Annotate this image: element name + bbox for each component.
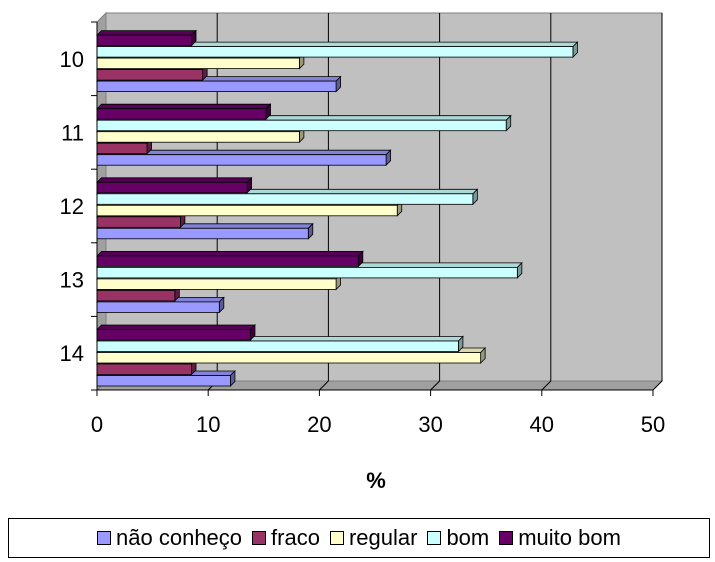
chart: 0 10 20 30 40 50 10 11 12 13 14 % [60, 11, 666, 493]
bar [96, 46, 574, 58]
legend-entry: não conheço [97, 525, 242, 551]
legend-swatch [97, 531, 112, 545]
x-tick-label: 30 [418, 412, 442, 437]
gridline-floor [430, 380, 440, 391]
legend-entry: regular [329, 525, 418, 551]
bar [96, 329, 251, 341]
bar [96, 340, 459, 352]
x-tick-label: 0 [91, 412, 103, 437]
legend-label: bom [446, 525, 490, 550]
x-tick-label: 20 [307, 412, 331, 437]
legend-label: fraco [271, 525, 320, 550]
bar [96, 181, 248, 194]
x-tick-label: 40 [530, 412, 554, 437]
tick-labels: 0 10 20 30 40 50 10 11 12 13 14 [60, 47, 666, 437]
bar [96, 375, 231, 387]
bar [96, 278, 337, 290]
bar [96, 57, 300, 69]
legend-entry: bom [427, 525, 489, 551]
x-tick-label: 50 [641, 412, 665, 437]
legend-swatch [499, 531, 514, 545]
bar [96, 301, 220, 313]
y-tick-label: 14 [60, 341, 84, 366]
bar [96, 154, 387, 166]
bar [96, 34, 192, 46]
gridline-floor [652, 380, 663, 391]
legend-label: não conheço [116, 525, 243, 550]
bar-top [96, 177, 253, 183]
legend-label: regular [348, 525, 418, 550]
legend-entry: fraco [252, 525, 320, 551]
y-tick-label: 11 [61, 120, 84, 145]
bar [96, 363, 192, 375]
legend-swatch [252, 531, 267, 545]
gridline-floor [319, 380, 329, 391]
legend-swatch [329, 531, 344, 545]
legend: não conheço fraco regular bom muito bom [8, 518, 710, 558]
axes [91, 21, 654, 396]
legend-entry: muito bom [499, 525, 621, 551]
bar [96, 352, 482, 364]
x-tick-label: 10 [196, 412, 220, 437]
bar [96, 204, 398, 217]
bar [96, 255, 359, 267]
bar-top [96, 324, 256, 330]
bar [96, 266, 518, 279]
bar [96, 119, 507, 132]
bar [96, 142, 148, 155]
legend-label: muito bom [518, 525, 621, 550]
y-tick-label: 12 [60, 194, 84, 219]
bar [96, 193, 474, 205]
bar-top [96, 250, 364, 257]
y-tick-label: 10 [60, 47, 84, 72]
bars [96, 29, 579, 387]
gridline-floor [541, 380, 552, 391]
bar [96, 289, 176, 302]
bar [96, 108, 267, 120]
x-axis-title: % [366, 468, 386, 493]
bar [96, 69, 204, 81]
bar [96, 80, 337, 92]
legend-swatch [427, 531, 442, 545]
bar [96, 131, 300, 143]
bar [96, 227, 309, 240]
y-tick-label: 13 [60, 268, 84, 293]
bar-top [96, 30, 197, 36]
bar [96, 216, 181, 228]
bar-top [96, 103, 272, 110]
